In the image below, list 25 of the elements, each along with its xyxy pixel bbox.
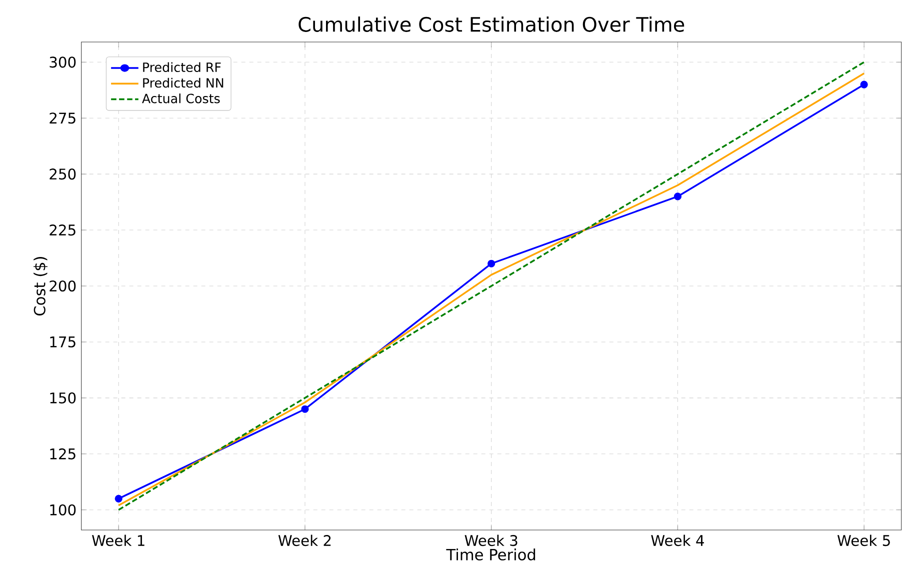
- chart-title: Cumulative Cost Estimation Over Time: [298, 16, 684, 32]
- y-tick-label: 175: [50, 336, 76, 348]
- y-tick-label: 250: [50, 168, 76, 180]
- point: [860, 80, 868, 88]
- point: [114, 494, 122, 502]
- point: [674, 192, 682, 200]
- x-tick-label: Week 1: [92, 534, 144, 546]
- legend-label: Predicted NN: [143, 78, 224, 88]
- x-tick-label: Week 4: [651, 534, 704, 546]
- x-tick-label: Week 5: [837, 534, 890, 546]
- legend-label: Predicted RF: [143, 62, 221, 72]
- point: [301, 405, 309, 413]
- y-tick-label: 275: [50, 112, 76, 124]
- x-tick-label: Week 2: [278, 534, 331, 546]
- legend-label: Actual Costs: [142, 93, 220, 104]
- y-tick-label: 225: [50, 224, 76, 236]
- y-tick-label: 125: [50, 448, 76, 460]
- y-axis-title: Cost ($): [34, 256, 48, 316]
- y-tick-label: 200: [50, 280, 76, 292]
- y-tick-label: 150: [50, 392, 76, 404]
- y-tick-label: 100: [50, 504, 76, 516]
- x-axis-title: Time Period: [446, 548, 536, 560]
- x-tick-label: Week 3: [464, 534, 518, 546]
- point: [488, 260, 496, 268]
- y-tick-label: 300: [50, 56, 76, 68]
